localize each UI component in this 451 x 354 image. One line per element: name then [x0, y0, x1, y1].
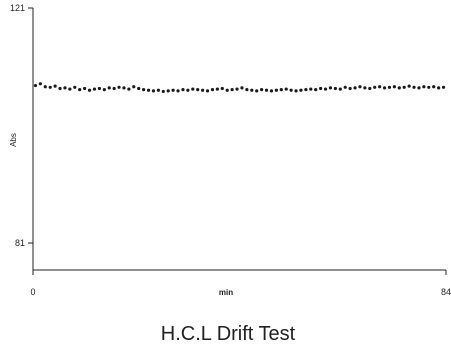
data-point — [402, 85, 406, 89]
data-point — [328, 86, 333, 90]
data-point — [220, 86, 224, 91]
data-point — [205, 89, 210, 93]
data-point — [427, 85, 431, 89]
data-point — [382, 86, 387, 90]
data-point — [48, 85, 52, 89]
data-point — [441, 85, 446, 89]
data-point — [432, 85, 436, 89]
data-point — [363, 86, 367, 90]
data-point — [156, 88, 160, 92]
data-point — [412, 85, 416, 89]
data-point — [43, 85, 47, 89]
data-point — [368, 86, 372, 91]
data-point — [260, 88, 264, 92]
data-point — [102, 88, 106, 92]
data-point — [191, 87, 195, 91]
data-point — [245, 88, 249, 92]
data-point — [122, 86, 126, 90]
data-point — [38, 82, 42, 86]
data-point — [392, 85, 396, 89]
data-point — [166, 89, 170, 93]
data-point — [142, 88, 146, 92]
data-point — [33, 83, 38, 88]
data-point — [181, 88, 185, 92]
data-point — [373, 85, 377, 89]
data-point — [333, 86, 337, 91]
data-point — [146, 88, 151, 92]
scatter-points — [33, 82, 446, 94]
data-point — [230, 88, 234, 92]
data-point — [87, 88, 92, 92]
data-point — [151, 89, 156, 93]
data-point — [387, 85, 392, 89]
x-axis-label: min — [219, 288, 233, 297]
data-point — [127, 87, 131, 91]
data-point — [176, 89, 180, 93]
data-point — [255, 89, 259, 93]
data-point — [186, 88, 190, 92]
data-point — [97, 86, 101, 91]
data-point — [269, 89, 274, 93]
y-tick-label-bottom: 81 — [15, 238, 25, 248]
data-point — [83, 86, 87, 91]
data-point — [264, 88, 269, 92]
data-point — [250, 88, 254, 92]
data-point — [63, 86, 67, 90]
data-point — [299, 88, 303, 92]
data-point — [323, 87, 328, 91]
data-point — [225, 88, 229, 92]
data-point — [240, 86, 244, 90]
data-point — [422, 85, 426, 89]
data-point — [210, 88, 215, 92]
data-point — [319, 86, 323, 91]
data-point — [314, 88, 318, 92]
x-tick-label-left: 0 — [30, 287, 35, 297]
data-point — [112, 86, 116, 91]
data-point — [132, 85, 136, 89]
data-point — [353, 86, 357, 90]
data-point — [68, 87, 72, 91]
y-tick-label-top: 121 — [10, 3, 25, 13]
data-point — [201, 88, 205, 92]
data-point — [117, 85, 121, 89]
data-point — [279, 88, 283, 92]
data-point — [407, 84, 411, 88]
chart-title: H.C.L Drift Test — [161, 323, 296, 345]
data-point — [294, 89, 298, 93]
data-point — [92, 87, 97, 91]
data-point — [309, 87, 313, 91]
data-point — [107, 86, 111, 90]
data-point — [338, 87, 342, 91]
data-point — [58, 86, 62, 91]
data-point — [274, 88, 278, 92]
data-point — [358, 85, 362, 89]
data-point — [215, 87, 219, 91]
data-point — [53, 84, 57, 88]
data-point — [417, 86, 421, 90]
data-point — [348, 86, 352, 91]
data-point — [284, 87, 288, 91]
data-point — [161, 89, 165, 94]
data-point — [304, 88, 308, 92]
x-tick-label-right: 84 — [441, 287, 451, 297]
data-point — [235, 87, 239, 91]
data-point — [378, 85, 382, 89]
data-point — [137, 86, 141, 91]
data-point — [78, 88, 82, 92]
data-point — [171, 88, 175, 92]
data-point — [437, 86, 441, 90]
data-point — [397, 86, 401, 90]
data-point — [289, 88, 293, 92]
data-point — [73, 85, 77, 89]
data-point — [343, 85, 347, 89]
y-axis-label: Abs — [9, 133, 18, 147]
data-point — [196, 88, 200, 92]
